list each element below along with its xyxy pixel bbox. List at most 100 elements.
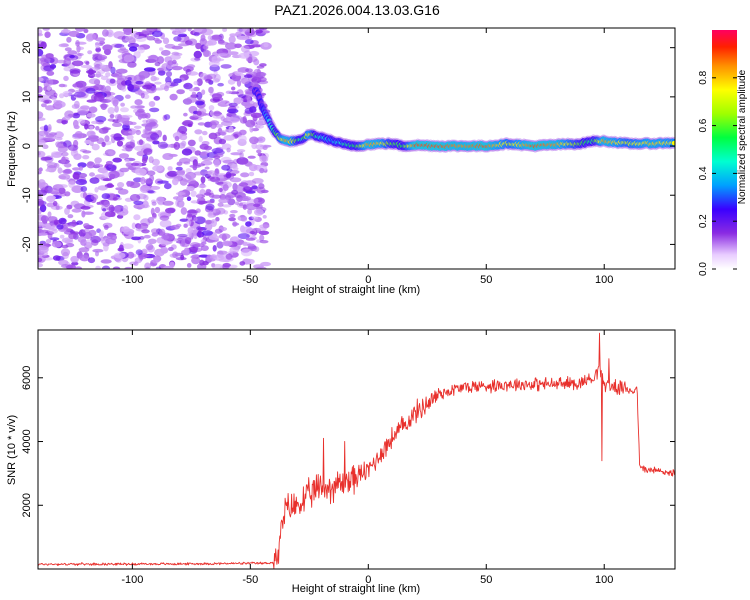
spectrogram-noise-blob [150,207,155,216]
spectrogram-noise-blob [152,259,159,264]
spectrogram-noise-blob [207,211,214,218]
spectrogram-noise-blob [191,247,203,252]
spectrogram-ridge-core [671,140,675,146]
spectrogram-noise-blob [242,115,247,124]
spectrogram-noise-blob [102,171,110,178]
spectrogram-noise-blob [121,226,130,233]
spectrogram-noise-blob [251,178,264,184]
spectrogram-noise-blob [225,90,232,95]
spectrogram-noise-blob [194,163,206,167]
spectrogram-noise-blob [154,81,162,85]
spectrogram-noise-blob [41,223,52,229]
spectrogram-noise-blob [59,93,65,99]
spectrogram-noise-blob [183,82,193,90]
spectrogram-noise-blob [74,91,86,98]
spectrogram-noise-blob [153,77,160,81]
spectrogram-noise-blob [119,167,129,173]
spectrogram-noise-blob [229,213,236,218]
spectrogram-noise-blob [159,219,172,228]
spectrogram-noise-blob [105,85,111,93]
spectrogram-noise-blob [200,245,209,252]
spectrogram-noise-blob [122,243,134,249]
spectrogram-noise-blob [150,228,160,234]
spectrogram-noise-blob [183,247,190,256]
spectrogram-noise-blob [134,168,147,176]
spectrogram-noise-blob [259,240,269,244]
spectrogram-noise-blob [58,43,69,48]
spectrogram-noise-blob [148,156,154,164]
spectrogram-noise-blob [208,105,215,111]
spectrogram-noise-blob [125,35,133,41]
snr-x-tick-label: 100 [595,574,613,586]
colorbar-label: Normalized spectral amplitude [737,69,748,204]
spectrogram-noise-blob [105,164,117,172]
spectrogram-noise-blob [217,202,224,207]
spectrogram-noise-blob [91,239,99,246]
spectrogram-noise-blob [109,114,115,119]
spectrogram-noise-blob [39,232,48,236]
spectrogram-noise-blob [213,159,220,168]
spectrogram-noise-blob [176,161,183,166]
spectrogram-noise-blob [177,233,188,238]
spectrogram-noise-blob [174,135,180,142]
spectrogram-noise-blob [211,93,223,100]
spectrogram-noise-blob [81,210,86,218]
spectrogram-noise-blob [183,161,191,165]
spectrogram-noise-blob [102,178,112,182]
spectrogram-noise-blob [194,57,201,61]
spectrogram-noise-blob [222,159,235,164]
spectrogram-noise-blob [228,126,234,133]
spectrogram-noise-blob [196,78,203,86]
spectrogram-noise-blob [238,52,250,59]
spectrogram-noise-blob [71,185,84,194]
spectrogram-noise-blob [82,150,92,154]
spectrogram-noise-blob [78,166,84,171]
spectrogram-noise-blob [183,112,188,117]
spectrogram-noise-blob [104,211,116,218]
spectrogram-y-tick-label: 0 [21,143,33,149]
spectrogram-y-tick-label: -20 [21,236,33,252]
spectrogram-noise-blob [70,200,80,207]
spectrogram-noise-blob [80,64,92,69]
spectrogram-noise-blob [238,134,247,143]
spectrogram-noise-blob [63,115,71,121]
spectrogram-noise-blob [121,114,133,118]
spectrogram-noise-blob [197,122,206,126]
spectrogram-noise-blob [226,108,239,114]
spectrogram-noise-blob [40,41,47,49]
spectrogram-noise-blob [211,147,224,154]
spectrogram-noise-blob [248,164,258,172]
spectrogram-noise-blob [73,153,82,160]
spectrogram-noise-blob [106,232,113,240]
spectrogram-noise-blob [58,173,71,180]
spectrogram-noise-blob [164,114,171,120]
spectrogram-noise-blob [215,207,226,215]
spectrogram-noise-blob [171,66,183,71]
spectrogram-noise-blob [169,54,181,60]
spectrogram-noise-blob [126,180,131,187]
spectrogram-noise-blob [85,87,96,94]
spectrogram-noise-blob [251,216,259,220]
spectrogram-noise-blob [46,195,56,203]
spectrogram-noise-blob [168,82,179,87]
spectrogram-noise-blob [205,188,212,194]
spectrogram-noise-blob [179,178,188,186]
spectrogram-noise-blob [209,121,217,129]
spectrogram-y-tick-label: 10 [21,91,33,103]
colorbar-tick-label: 0.6 [698,118,709,132]
spectrogram-noise-blob [218,41,229,45]
spectrogram-noise-blob [259,224,270,229]
spectrogram-noise-blob [38,263,43,268]
spectrogram-noise-blob [207,39,217,46]
spectrogram-noise-blob [236,35,249,41]
snr-x-tick-label: -100 [121,574,143,586]
spectrogram-noise-blob [100,85,106,93]
spectrogram-noise-blob [152,140,160,145]
spectrogram-noise-blob [50,187,59,195]
spectrogram-noise-blob [198,184,207,189]
spectrogram-noise-blob [135,31,144,36]
spectrogram-noise-blob [114,205,121,213]
spectrogram-noise-blob [96,201,101,205]
spectrogram-noise-blob [117,48,129,53]
spectrogram-noise-blob [114,252,126,259]
